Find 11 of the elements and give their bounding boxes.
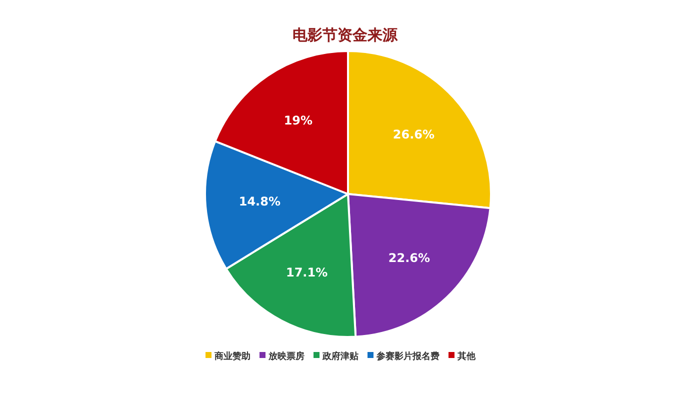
legend-label: 政府津贴	[322, 351, 358, 362]
data-label: 22.6%	[388, 251, 430, 266]
data-label: 26.6%	[392, 127, 435, 142]
data-label: 14.8%	[238, 194, 280, 209]
legend-label: 其他	[456, 351, 476, 362]
legend-label: 商业赞助	[214, 351, 250, 362]
data-label: 19%	[284, 114, 313, 128]
chart-title: 电影节资金来源	[292, 26, 398, 44]
legend-label: 参赛影片报名费	[376, 351, 440, 362]
legend-label: 放映票房	[268, 351, 304, 362]
data-label: 17.1%	[286, 266, 328, 280]
